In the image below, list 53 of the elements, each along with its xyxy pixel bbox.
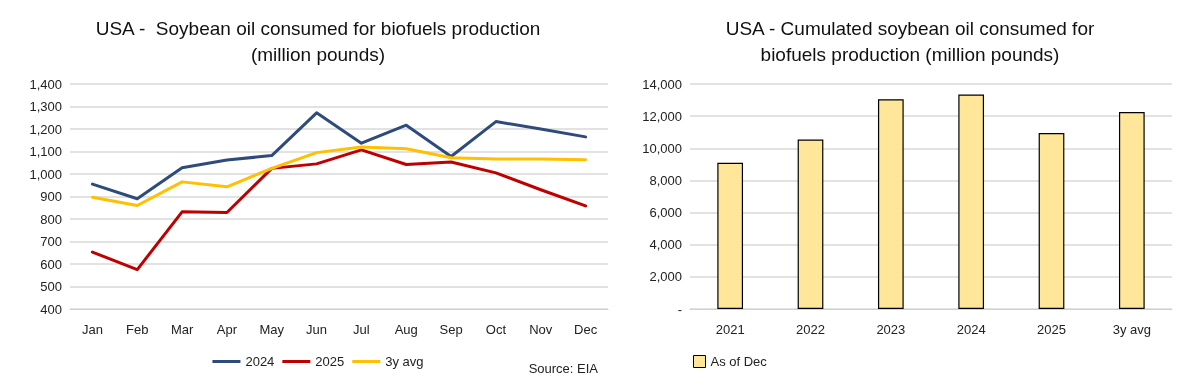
y-tick-label: 2,000: [649, 269, 682, 285]
x-tick-label: 2025: [1037, 322, 1066, 337]
line-series: [90, 111, 588, 201]
y-tick-label: 10,000: [642, 140, 682, 156]
legend-label: As of Dec: [710, 354, 768, 369]
y-tick-label: 4,000: [649, 237, 682, 253]
x-tick-label: Jun: [306, 322, 328, 337]
y-tick-label: 1,300: [29, 99, 62, 114]
chart-title: USA - Cumulated soybean oil consumed for biofuels production (million pounds): [725, 17, 1095, 65]
bar: [1118, 112, 1145, 309]
x-tick-label: Oct: [485, 322, 507, 337]
x-tick-label: Aug: [394, 322, 418, 337]
bar: [717, 162, 744, 309]
y-tick-label: -: [677, 301, 682, 317]
y-tick-label: 8,000: [649, 172, 682, 188]
legend-label: 2024: [245, 354, 275, 369]
source-note: Source: EIA: [528, 361, 599, 376]
x-tick-label: Nov: [529, 322, 553, 337]
y-tick-label: 800: [40, 211, 62, 227]
y-tick-label: 1,400: [29, 76, 62, 92]
y-tick-label: 900: [40, 189, 62, 204]
y-tick-label: 400: [40, 301, 62, 317]
y-tick-label: 14,000: [642, 76, 682, 92]
x-tick-label: Feb: [126, 322, 149, 337]
legend-label: 2025: [315, 354, 345, 369]
y-tick-label: 600: [40, 256, 62, 272]
x-tick-label: Dec: [574, 322, 598, 337]
y-tick-label: 1,200: [29, 121, 62, 137]
bar: [1038, 133, 1065, 309]
x-tick-label: 2024: [956, 322, 986, 337]
legend-label: 3y avg: [385, 354, 424, 369]
bar: [797, 139, 824, 309]
y-tick-label: 700: [40, 234, 62, 249]
y-tick-label: 6,000: [649, 205, 682, 221]
x-tick-label: May: [259, 322, 285, 337]
y-tick-label: 12,000: [642, 108, 682, 124]
y-tick-label: 500: [40, 279, 62, 294]
chart-title: USA - Soybean oil consumed for biofuels production (million pounds): [95, 17, 541, 65]
y-tick-label: 1,000: [29, 166, 62, 182]
x-tick-label: Jan: [81, 322, 103, 337]
bar: [877, 99, 904, 309]
x-tick-label: Mar: [170, 322, 194, 337]
x-tick-label: 3y avg: [1112, 322, 1151, 337]
x-tick-label: 2023: [876, 322, 906, 337]
x-tick-label: Apr: [216, 322, 238, 337]
x-tick-label: 2021: [715, 322, 745, 337]
x-tick-label: Sep: [439, 322, 463, 337]
line-series: [90, 148, 588, 272]
y-tick-label: 1,100: [29, 144, 62, 159]
bar: [958, 94, 985, 309]
x-tick-label: 2022: [796, 322, 825, 337]
line-series: [90, 145, 588, 207]
x-tick-label: Jul: [353, 322, 370, 337]
